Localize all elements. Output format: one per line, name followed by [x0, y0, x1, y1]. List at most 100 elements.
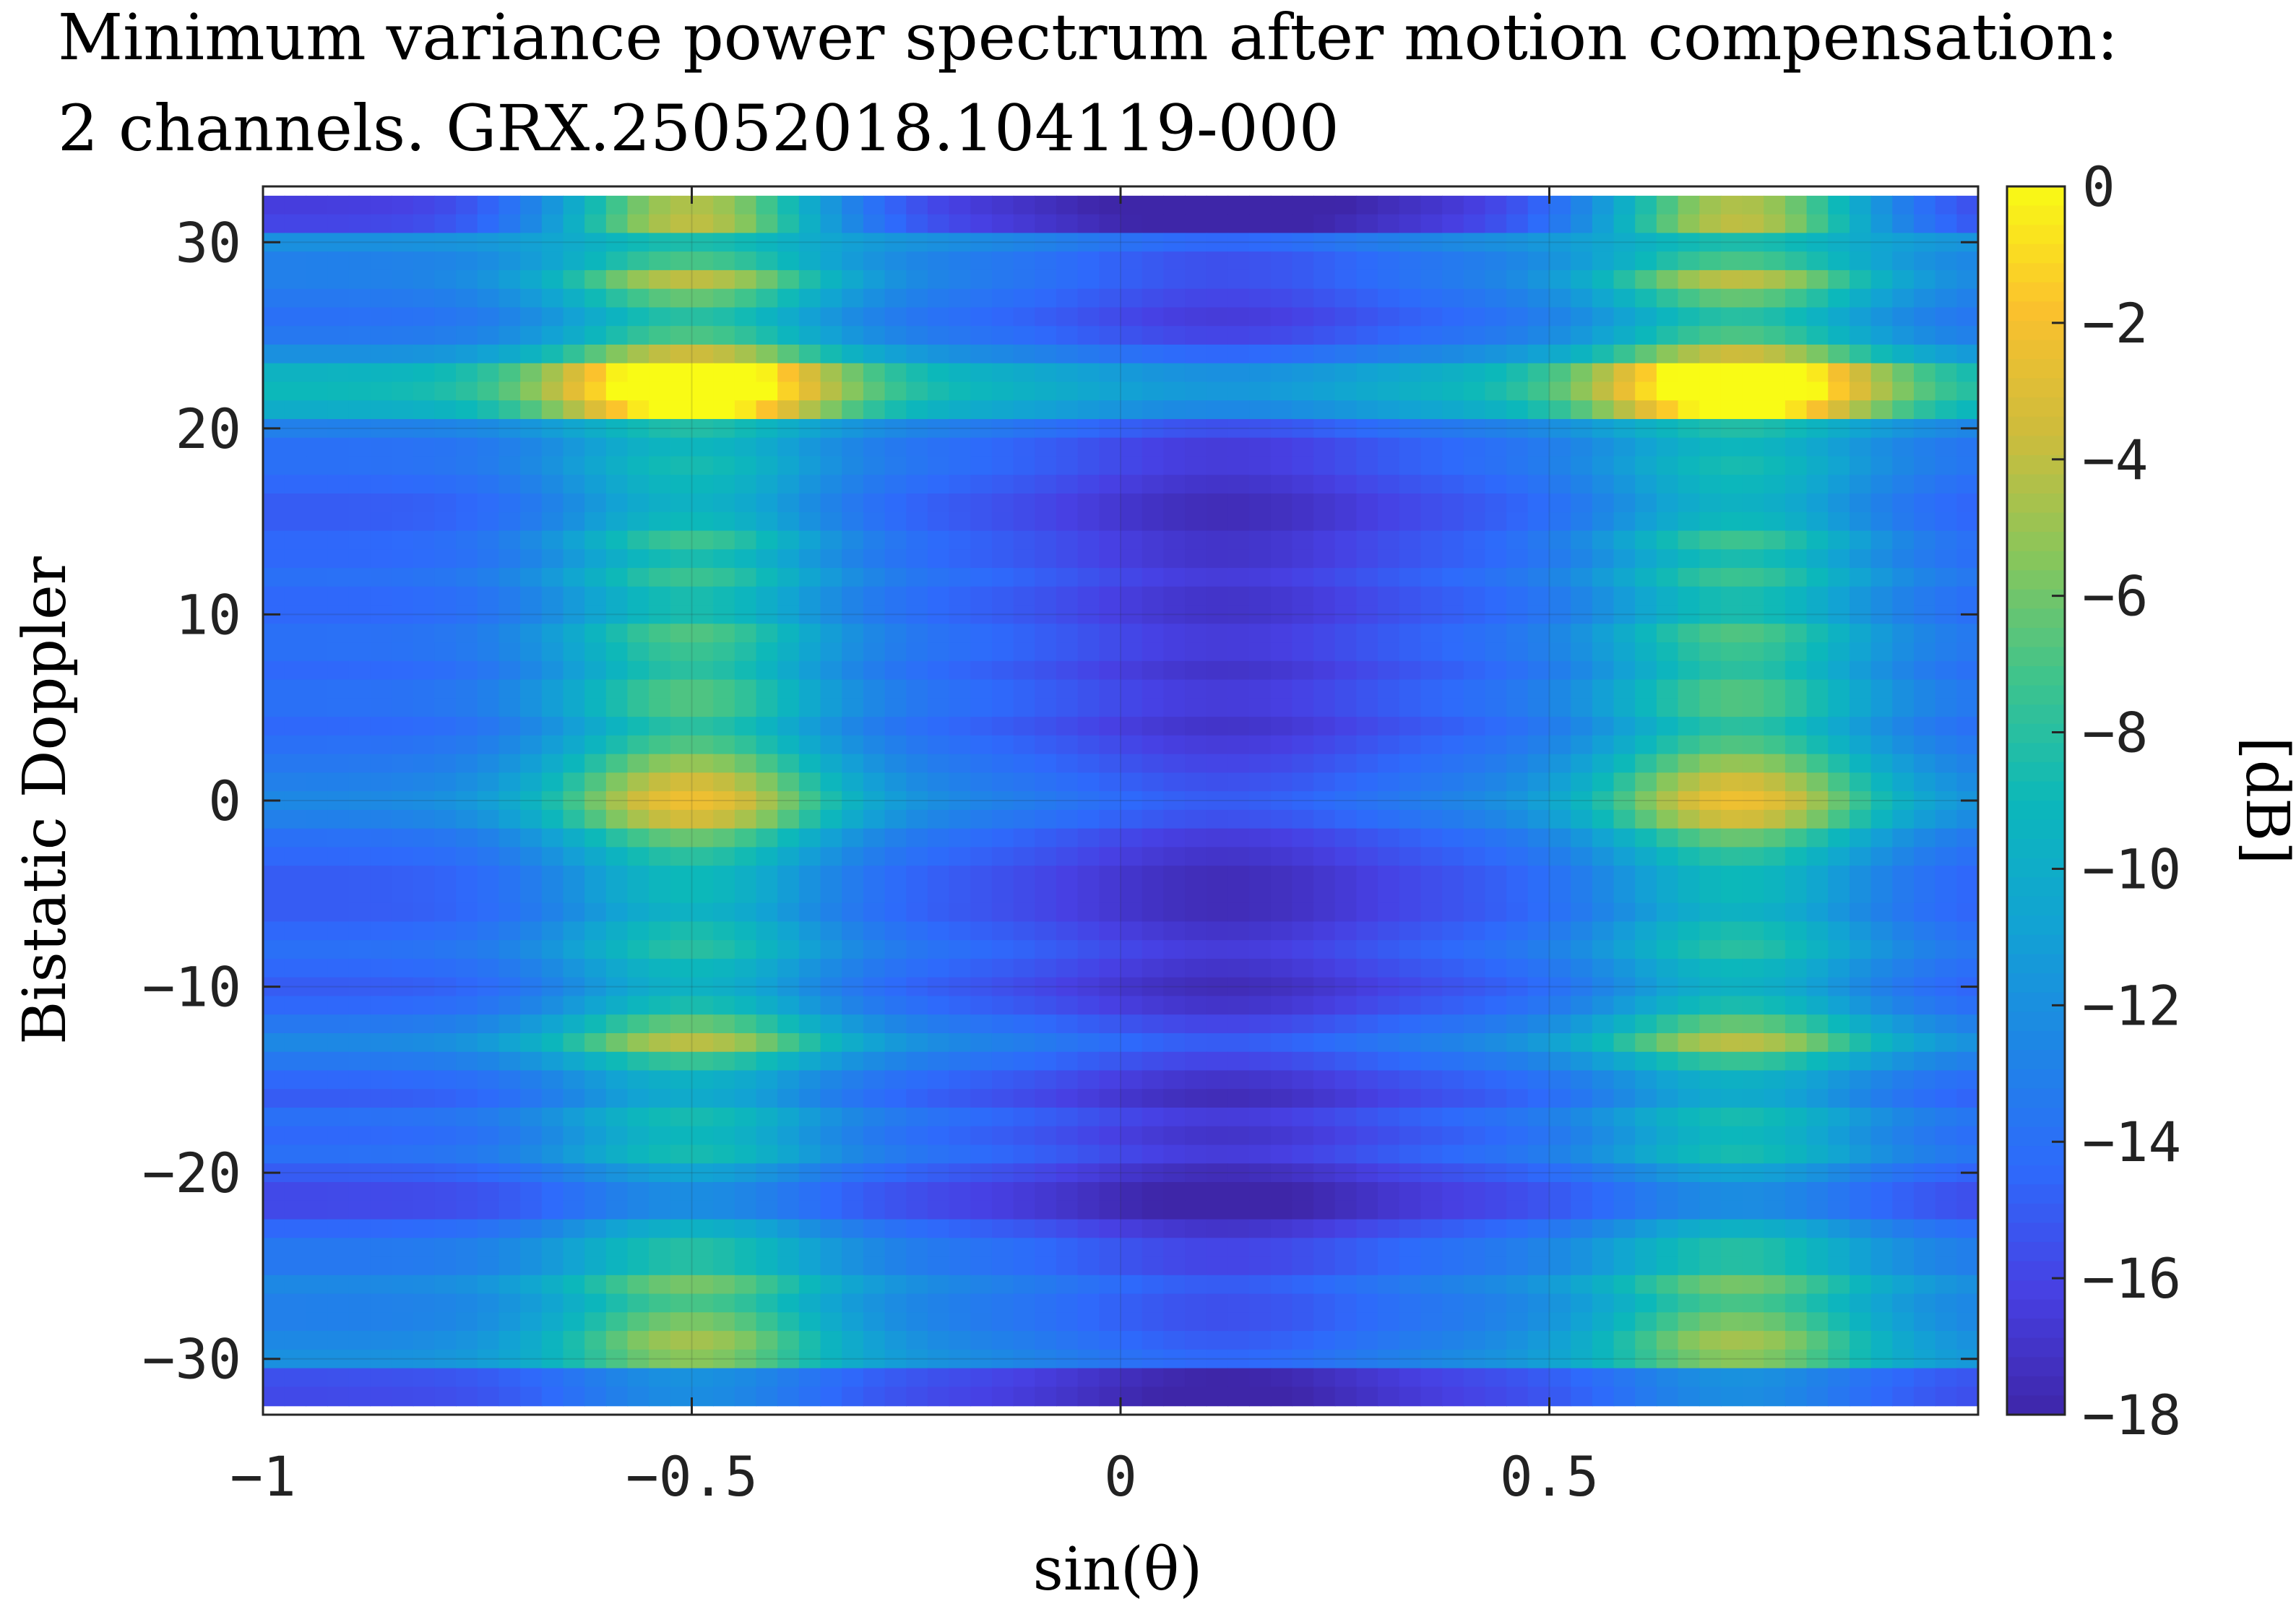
heatmap-cell: [1185, 1182, 1207, 1202]
heatmap-cell: [1463, 1275, 1486, 1295]
heatmap-cell: [927, 884, 950, 904]
heatmap-cell: [563, 847, 585, 867]
heatmap-cell: [991, 735, 1014, 755]
heatmap-cell: [563, 1238, 585, 1258]
heatmap-cell: [1956, 381, 1979, 402]
heatmap-cell: [1356, 1108, 1378, 1127]
heatmap-cell: [327, 1349, 350, 1369]
heatmap-cell: [649, 326, 671, 346]
heatmap-cell: [1292, 698, 1314, 718]
heatmap-cell: [1077, 1256, 1100, 1277]
heatmap-cell: [970, 381, 993, 402]
heatmap-cell: [584, 1312, 607, 1332]
heatmap-cell: [1699, 958, 1722, 978]
heatmap-cell: [1635, 1051, 1657, 1071]
heatmap-cell: [691, 1256, 714, 1277]
heatmap-cell: [1527, 549, 1550, 569]
heatmap-cell: [370, 1238, 392, 1258]
heatmap-cell: [1442, 418, 1464, 439]
heatmap-cell: [970, 437, 993, 457]
heatmap-cell: [949, 902, 972, 923]
heatmap-cell: [884, 326, 907, 346]
heatmap-cell: [1035, 921, 1057, 941]
heatmap-cell: [1163, 549, 1186, 569]
heatmap-cell: [1185, 1275, 1207, 1295]
heatmap-cell: [1334, 735, 1358, 755]
heatmap-cell: [1849, 586, 1872, 606]
heatmap-cell: [263, 270, 285, 290]
heatmap-cell: [1185, 418, 1207, 439]
heatmap-cell: [991, 549, 1014, 569]
heatmap-cell: [1163, 1089, 1186, 1109]
heatmap-cell: [1485, 754, 1507, 774]
heatmap-cell: [820, 809, 843, 829]
heatmap-cell: [1056, 996, 1079, 1016]
heatmap-cell: [1206, 717, 1229, 737]
heatmap-cell: [1784, 475, 1808, 495]
heatmap-cell: [1356, 1032, 1378, 1053]
heatmap-cell: [1656, 1275, 1679, 1295]
heatmap-cell: [691, 568, 714, 587]
heatmap-cell: [1699, 568, 1722, 587]
heatmap-cell: [1121, 195, 1143, 215]
heatmap-cell: [1399, 326, 1422, 346]
heatmap-cell: [327, 660, 350, 681]
heatmap-cell: [1935, 642, 1958, 663]
heatmap-cell: [842, 735, 864, 755]
heatmap-cell: [1571, 717, 1593, 737]
heatmap-cell: [370, 214, 392, 234]
heatmap-cell: [1270, 1312, 1293, 1332]
heatmap-cell: [541, 1144, 564, 1165]
heatmap-cell: [1141, 698, 1165, 718]
heatmap-cell: [1806, 772, 1829, 793]
heatmap-cell: [1849, 624, 1872, 644]
heatmap-cell: [1185, 1312, 1207, 1332]
heatmap-cell: [563, 1256, 585, 1277]
heatmap-cell: [798, 1312, 821, 1332]
heatmap-cell: [863, 884, 886, 904]
heatmap-cell: [1356, 1014, 1378, 1035]
heatmap-cell: [1035, 326, 1057, 346]
heatmap-cell: [563, 214, 585, 234]
heatmap-cell: [477, 624, 500, 644]
heatmap-cell: [927, 1051, 950, 1071]
heatmap-cell: [777, 735, 800, 755]
heatmap-cell: [477, 326, 500, 346]
heatmap-cell: [820, 1293, 843, 1314]
heatmap-cell: [691, 605, 714, 625]
heatmap-cell: [756, 251, 779, 272]
heatmap-cell: [306, 1070, 328, 1090]
heatmap-cell: [370, 1126, 392, 1146]
heatmap-cell: [1313, 1126, 1336, 1146]
heatmap-cell: [1806, 493, 1829, 513]
heatmap-cell: [1206, 475, 1229, 495]
heatmap-cell: [863, 530, 886, 551]
heatmap-cell: [1656, 1126, 1679, 1146]
heatmap-cell: [1292, 642, 1314, 663]
heatmap-cell: [1249, 717, 1272, 737]
heatmap-cell: [1035, 568, 1057, 587]
heatmap-cell: [970, 288, 993, 309]
heatmap-cell: [1828, 456, 1850, 476]
heatmap-cell: [1141, 400, 1165, 421]
heatmap-cell: [1141, 1275, 1165, 1295]
heatmap-cell: [1892, 977, 1915, 997]
heatmap-cell: [1378, 809, 1400, 829]
heatmap-cell: [284, 996, 307, 1016]
heatmap-cell: [1249, 307, 1272, 327]
heatmap-cell: [734, 902, 757, 923]
heatmap-cell: [1656, 363, 1679, 383]
heatmap-cell: [777, 475, 800, 495]
heatmap-cell: [1206, 1238, 1229, 1258]
heatmap-cell: [327, 530, 350, 551]
heatmap-cell: [1828, 940, 1850, 960]
heatmap-cell: [756, 493, 779, 513]
heatmap-cell: [348, 698, 371, 718]
heatmap-cell: [842, 754, 864, 774]
heatmap-cell: [1077, 233, 1100, 253]
heatmap-cell: [1806, 884, 1829, 904]
heatmap-cell: [1849, 940, 1872, 960]
heatmap-cell: [434, 1144, 457, 1165]
heatmap-cell: [1699, 1089, 1722, 1109]
heatmap-cell: [456, 660, 478, 681]
